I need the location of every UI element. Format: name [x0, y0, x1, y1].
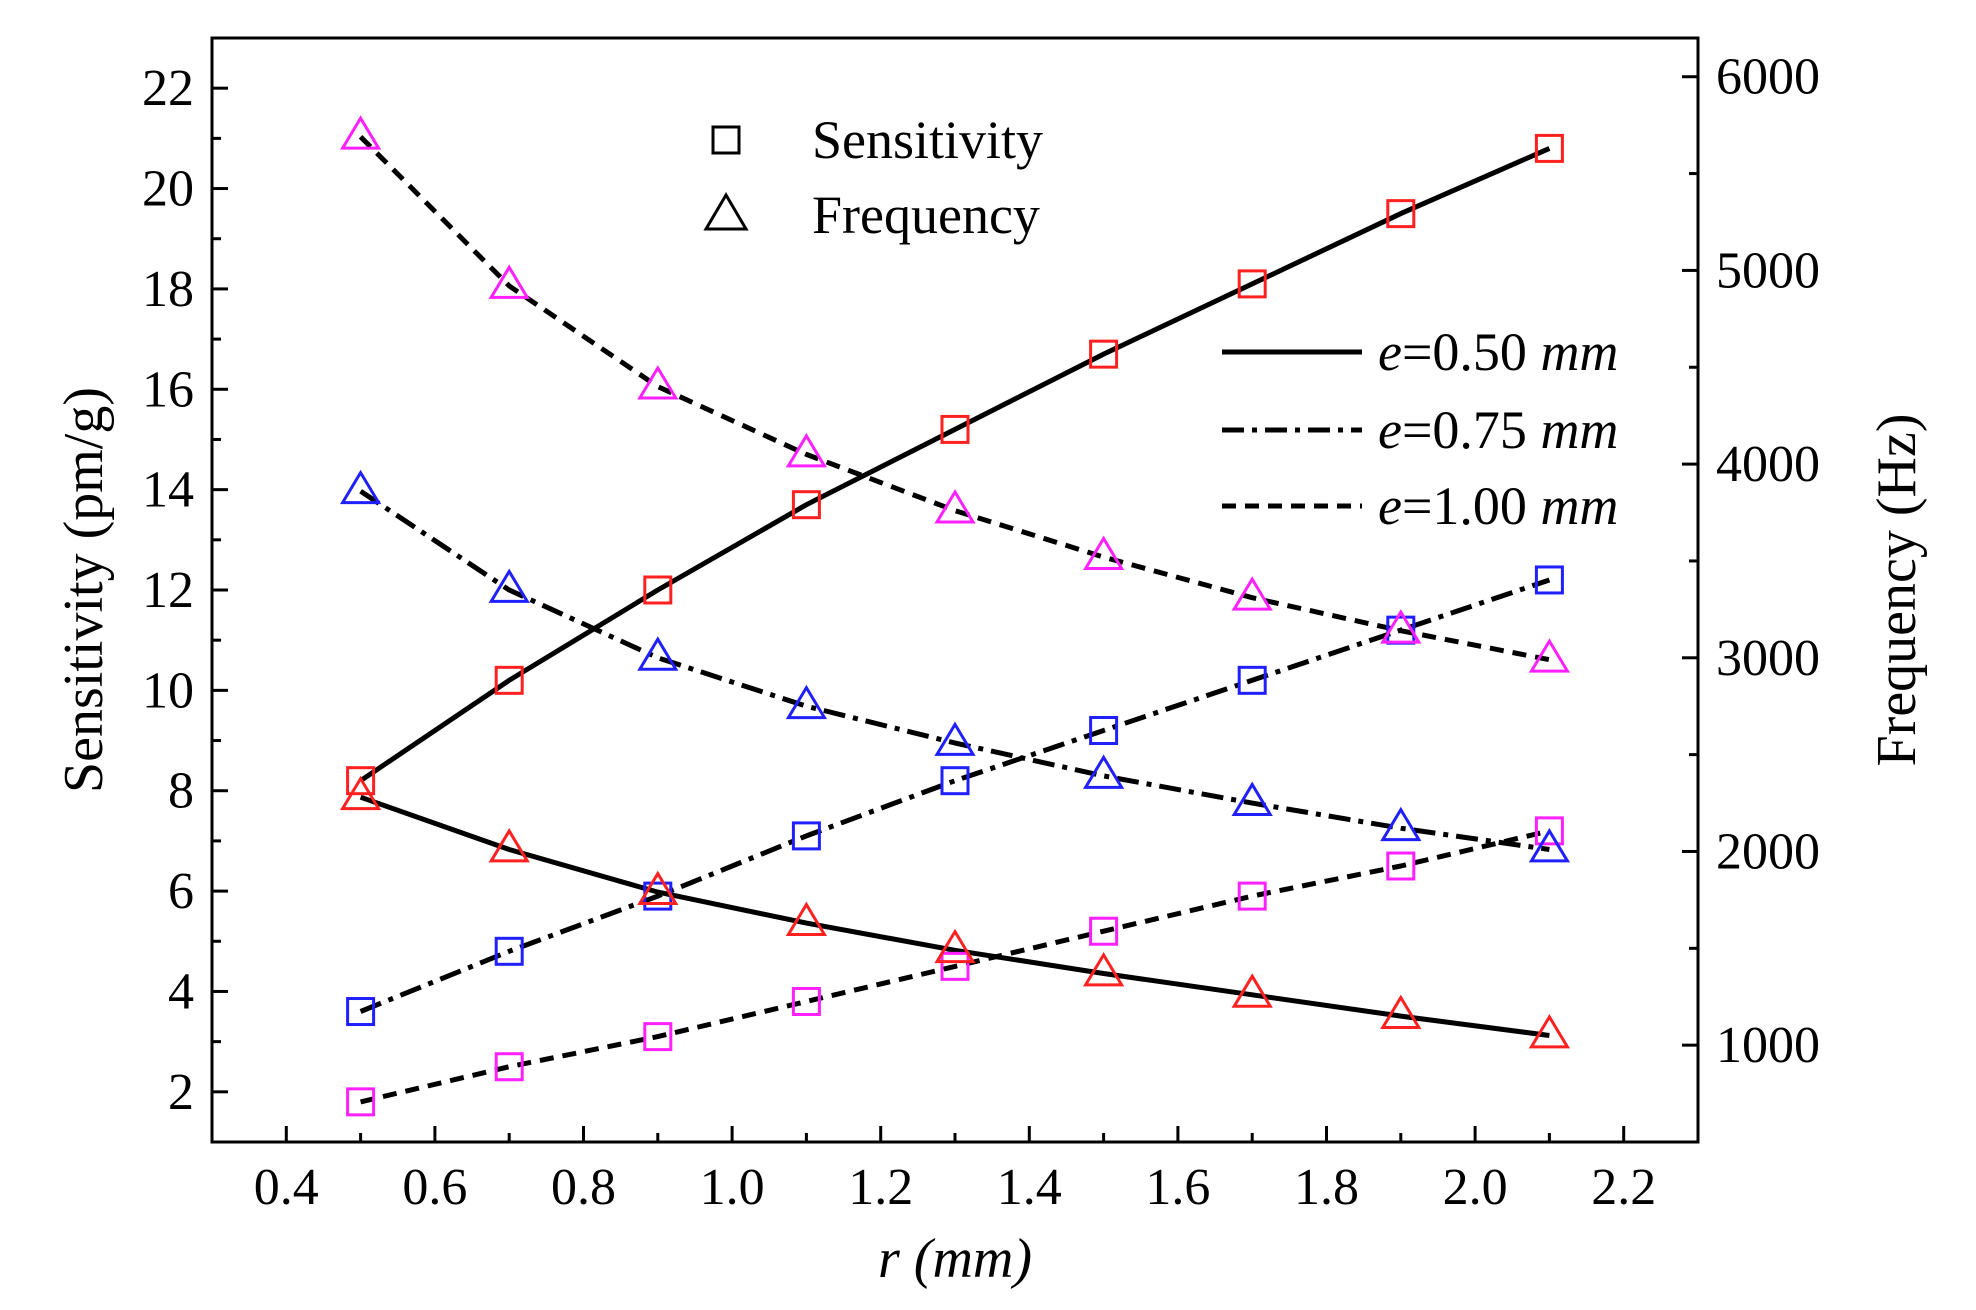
sensitivity-marker [1534, 565, 1564, 595]
y-right-tick-label: 5000 [1716, 242, 1820, 299]
y-right-tick-label: 2000 [1716, 823, 1820, 880]
y-right-tick-label: 3000 [1716, 630, 1820, 687]
frequency-marker [934, 928, 976, 964]
sensitivity-marker [346, 766, 376, 796]
x-tick-label: 1.0 [700, 1159, 765, 1216]
sensitivity-marker [1237, 881, 1267, 911]
frequency-marker [1528, 828, 1571, 863]
y-right-tick-label: 4000 [1716, 436, 1820, 493]
sensitivity-marker [1237, 269, 1267, 299]
frequency-line-e0.75 [359, 489, 1550, 852]
frequency-line-e0.50 [359, 794, 1550, 1038]
sensitivity-line-e1.00 [360, 828, 1550, 1105]
legend-square-icon [711, 125, 741, 155]
frequency-marker [1380, 806, 1422, 842]
frequency-marker [1528, 1013, 1571, 1049]
sensitivity-marker [1534, 133, 1564, 163]
x-tick-label: 1.6 [1145, 1159, 1210, 1216]
y-right-tick-label: 6000 [1716, 49, 1820, 106]
frequency-marker [785, 901, 828, 937]
y-left-tick-label: 20 [142, 161, 194, 218]
y-left-tick-label: 4 [168, 963, 194, 1020]
y-left-tick-label: 22 [142, 60, 194, 117]
sensitivity-marker [791, 986, 821, 1016]
frequency-marker [637, 365, 679, 400]
sensitivity-marker [1089, 916, 1119, 946]
frequency-marker [1231, 781, 1273, 816]
sensitivity-marker [1386, 199, 1416, 229]
sensitivity-marker [643, 1022, 673, 1052]
sensitivity-marker [940, 766, 970, 796]
legend-line-label: e=1.00 mm [1378, 476, 1618, 536]
x-tick-label: 2.2 [1591, 1159, 1656, 1216]
sensitivity-marker [346, 997, 376, 1027]
frequency-marker [1528, 638, 1571, 673]
sensitivity-marker [1089, 339, 1119, 369]
y-right-axis-title: Frequency (Hz) [1866, 414, 1928, 767]
sensitivity-marker [643, 575, 673, 605]
series-lines [358, 135, 1551, 1105]
axis-ticks: 0.4 0.6 0.8 1.0 1.2 1.4 1.6 1.8 2.0 2.2 2 4 6 8 10 12 14… [142, 36, 1820, 1216]
y-left-tick-label: 18 [142, 261, 194, 318]
sensitivity-marker [1534, 816, 1564, 846]
frequency-marker [1231, 973, 1273, 1008]
y-left-tick-label: 14 [142, 462, 194, 519]
sensitivity-marker [940, 414, 970, 444]
frequency-marker [1380, 994, 1422, 1030]
frequency-marker [1380, 609, 1422, 644]
x-axis-title: r (mm) [878, 1228, 1032, 1290]
sensitivity-marker [1237, 665, 1267, 695]
sensitivity-marker [791, 490, 821, 520]
sensitivity-marker [494, 1052, 524, 1082]
legend: Sensitivity Frequency e=0.50 mm e=0.75 mm e=… [703, 110, 1618, 536]
sensitivity-line-e0.75 [359, 577, 1551, 1014]
frequency-marker [1082, 754, 1125, 789]
sensitivity-line-e0.50 [359, 146, 1551, 783]
frequency-marker [488, 568, 530, 603]
y-left-tick-label: 16 [142, 361, 194, 418]
x-tick-label: 2.0 [1443, 1159, 1508, 1216]
sensitivity-marker [940, 951, 970, 981]
x-tick-label: 0.8 [551, 1159, 616, 1216]
y-left-axis-title: Sensitivity (pm/g) [53, 387, 115, 793]
sensitivity-marker [791, 821, 821, 851]
x-tick-label: 0.4 [254, 1159, 319, 1216]
y-right-tick-label: 1000 [1716, 1017, 1820, 1074]
sensitivity-marker [1089, 716, 1119, 746]
frequency-marker [934, 721, 976, 756]
series-markers [339, 115, 1571, 1117]
frequency-marker [339, 469, 382, 505]
y-left-tick-label: 10 [142, 662, 194, 719]
y-left-tick-label: 2 [168, 1064, 194, 1121]
frequency-marker [488, 264, 530, 299]
frequency-marker [339, 115, 382, 150]
frequency-marker [637, 870, 679, 906]
x-tick-label: 1.2 [848, 1159, 913, 1216]
frequency-marker [1231, 576, 1273, 611]
frequency-marker [637, 636, 679, 671]
sensitivity-marker [1386, 851, 1416, 881]
frequency-marker [1082, 535, 1125, 570]
sensitivity-marker [494, 665, 524, 695]
legend-line-label: e=0.50 mm [1378, 322, 1618, 382]
y-left-tick-label: 12 [142, 562, 194, 619]
frequency-marker [934, 489, 976, 524]
x-tick-label: 1.4 [997, 1159, 1062, 1216]
frequency-marker [1082, 951, 1125, 987]
y-left-tick-label: 8 [168, 763, 194, 820]
frequency-marker [785, 684, 828, 720]
legend-marker-label: Frequency [812, 185, 1040, 245]
x-tick-label: 0.6 [402, 1159, 467, 1216]
frequency-marker [339, 775, 382, 811]
sensitivity-marker [494, 936, 524, 966]
frequency-marker [785, 432, 828, 468]
x-tick-label: 1.8 [1294, 1159, 1359, 1216]
legend-marker-label: Sensitivity [812, 110, 1043, 170]
frequency-marker [488, 828, 530, 863]
y-left-tick-label: 6 [168, 863, 194, 920]
sensitivity-marker [346, 1087, 376, 1117]
legend-triangle-icon [703, 192, 749, 231]
legend-line-label: e=0.75 mm [1378, 400, 1618, 460]
